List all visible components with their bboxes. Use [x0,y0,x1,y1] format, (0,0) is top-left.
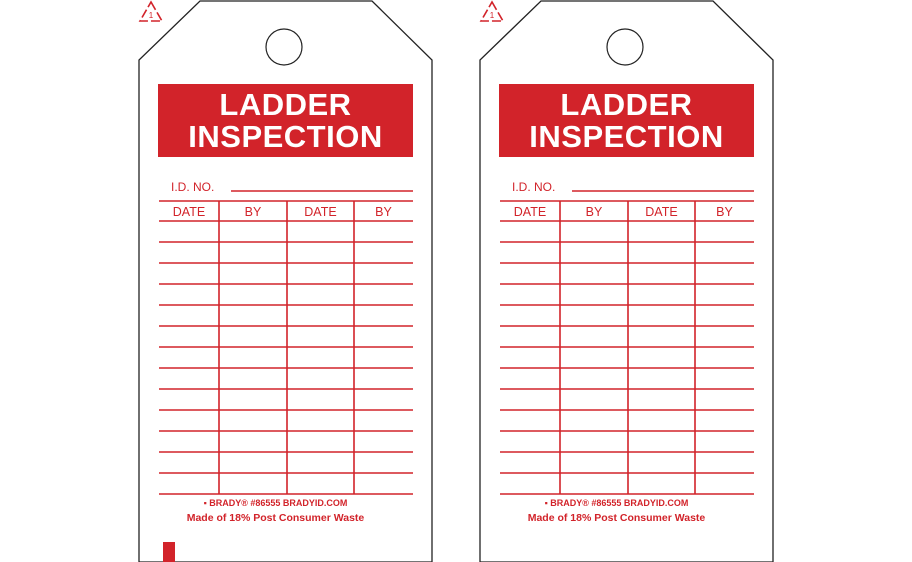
brand-line: ▪ BRADY® #86555 BRADYID.COM [544,498,689,508]
recycle-icon: 1 [479,0,505,22]
inspection-log-grid [159,200,413,495]
recycle-code: 1 [490,11,495,20]
title-banner: LADDER INSPECTION [499,84,754,157]
column-header-date: DATE [304,205,337,219]
brand-line: ▪ BRADY® #86555 BRADYID.COM [203,498,348,508]
inspection-log-grid [500,200,754,495]
recycled-content-note: Made of 18% Post Consumer Waste [527,512,706,524]
title-line-2: INSPECTION [529,119,724,154]
title-line-1: LADDER [560,87,693,122]
title-line-1: LADDER [219,87,352,122]
id-number-label: I.D. NO. [171,180,215,194]
column-header-date: DATE [513,205,547,219]
ladder-inspection-tag-left: LADDER INSPECTION I.D. NO. DATE BY DATE … [138,0,433,562]
column-header-date: DATE [172,205,206,219]
column-header-by: BY [244,205,262,219]
hang-hole [265,28,303,66]
hang-hole [606,28,644,66]
id-number-label: I.D. NO. [512,180,556,194]
title-banner: LADDER INSPECTION [158,84,413,157]
title-line-2: INSPECTION [188,119,383,154]
recycle-icon: 1 [138,0,164,22]
column-header-by: BY [375,205,392,219]
column-header-by: BY [716,205,733,219]
recycle-code: 1 [149,11,154,20]
red-marker-tab [163,542,175,562]
column-header-date: DATE [645,205,678,219]
recycled-content-note: Made of 18% Post Consumer Waste [186,512,365,524]
ladder-inspection-tag-right: LADDER INSPECTION I.D. NO. DATE BY DATE … [479,0,774,562]
column-header-by: BY [585,205,603,219]
